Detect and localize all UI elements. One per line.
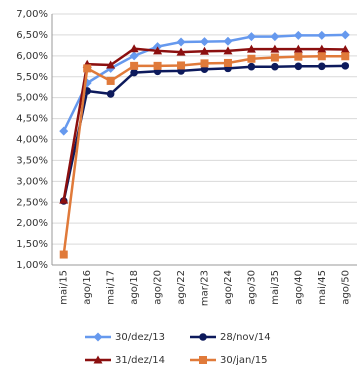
x-tick-label: mai/35 [270, 270, 281, 305]
y-tick-label: 1,50% [16, 239, 48, 250]
y-tick-label: 4,00% [16, 135, 48, 146]
x-tick-label: ago/24 [223, 270, 234, 305]
x-tick-label: ago/18 [129, 270, 140, 305]
legend-marker [199, 333, 207, 341]
marker [341, 62, 350, 70]
legend-marker [199, 356, 207, 364]
y-tick-label: 5,00% [16, 93, 48, 104]
x-tick-label: mar/23 [200, 270, 211, 306]
y-tick-label: 2,50% [16, 197, 48, 208]
legend-label: 30/dez/13 [115, 332, 165, 343]
x-tick-label: mai/15 [59, 270, 70, 305]
x-tick-label: ago/40 [293, 270, 304, 305]
y-tick-label: 1,00% [16, 260, 48, 271]
marker [59, 126, 69, 136]
y-tick-label: 4,50% [16, 114, 48, 125]
legend-marker [93, 355, 103, 364]
marker [153, 46, 163, 55]
marker [246, 32, 256, 42]
legend-label: 31/dez/14 [115, 355, 165, 366]
marker [223, 46, 233, 55]
marker [106, 90, 115, 98]
series [59, 30, 350, 136]
marker [340, 30, 350, 40]
legend-item: 28/nov/14 [190, 332, 271, 343]
marker [270, 53, 279, 62]
legend-label: 28/nov/14 [220, 332, 271, 343]
marker [317, 52, 326, 61]
legend-item: 30/jan/15 [190, 355, 267, 366]
marker [200, 37, 209, 47]
marker [293, 30, 303, 40]
marker [130, 68, 138, 77]
marker [270, 32, 280, 42]
y-tick-label: 6,00% [16, 51, 48, 62]
series [59, 44, 350, 204]
x-tick-label: ago/50 [340, 270, 351, 305]
marker [200, 46, 209, 55]
series [59, 62, 350, 205]
marker [246, 44, 256, 53]
marker [341, 52, 350, 61]
marker [293, 44, 303, 53]
marker [223, 58, 232, 67]
legend-item: 31/dez/14 [85, 355, 165, 366]
series-line [62, 55, 346, 255]
marker [176, 37, 186, 47]
x-tick-label: ago/16 [82, 270, 93, 305]
marker [129, 44, 139, 53]
marker [270, 44, 280, 53]
marker [317, 44, 327, 53]
marker [247, 54, 256, 63]
marker [294, 52, 303, 61]
marker [294, 62, 303, 71]
y-tick-label: 6,50% [16, 30, 48, 41]
marker [153, 61, 162, 70]
x-tick-label: ago/30 [246, 270, 257, 305]
x-tick-label: ago/20 [153, 270, 164, 305]
y-tick-label: 3,50% [16, 155, 48, 166]
y-tick-label: 5,50% [16, 72, 48, 83]
marker [247, 62, 256, 71]
marker [130, 61, 139, 70]
series-line [62, 64, 346, 202]
marker [317, 30, 327, 40]
marker [177, 61, 186, 70]
x-tick-label: ago/22 [176, 270, 187, 305]
marker [340, 45, 350, 54]
marker [200, 59, 209, 68]
y-tick-label: 2,00% [16, 218, 48, 229]
legend-item: 30/dez/13 [85, 332, 165, 343]
legend-marker [93, 332, 103, 342]
marker [223, 36, 233, 46]
marker [271, 62, 279, 71]
marker [59, 250, 68, 259]
marker [106, 76, 115, 85]
x-tick-label: mai/45 [317, 270, 328, 305]
x-tick-label: mai/17 [106, 270, 117, 305]
marker [129, 51, 139, 61]
y-tick-label: 3,00% [16, 176, 48, 187]
marker [83, 64, 92, 73]
marker [59, 195, 69, 204]
marker [318, 62, 326, 71]
legend-label: 30/jan/15 [220, 355, 267, 366]
marker [176, 47, 186, 56]
marker [106, 60, 116, 69]
series [59, 52, 350, 259]
y-tick-label: 7,00% [16, 9, 48, 20]
